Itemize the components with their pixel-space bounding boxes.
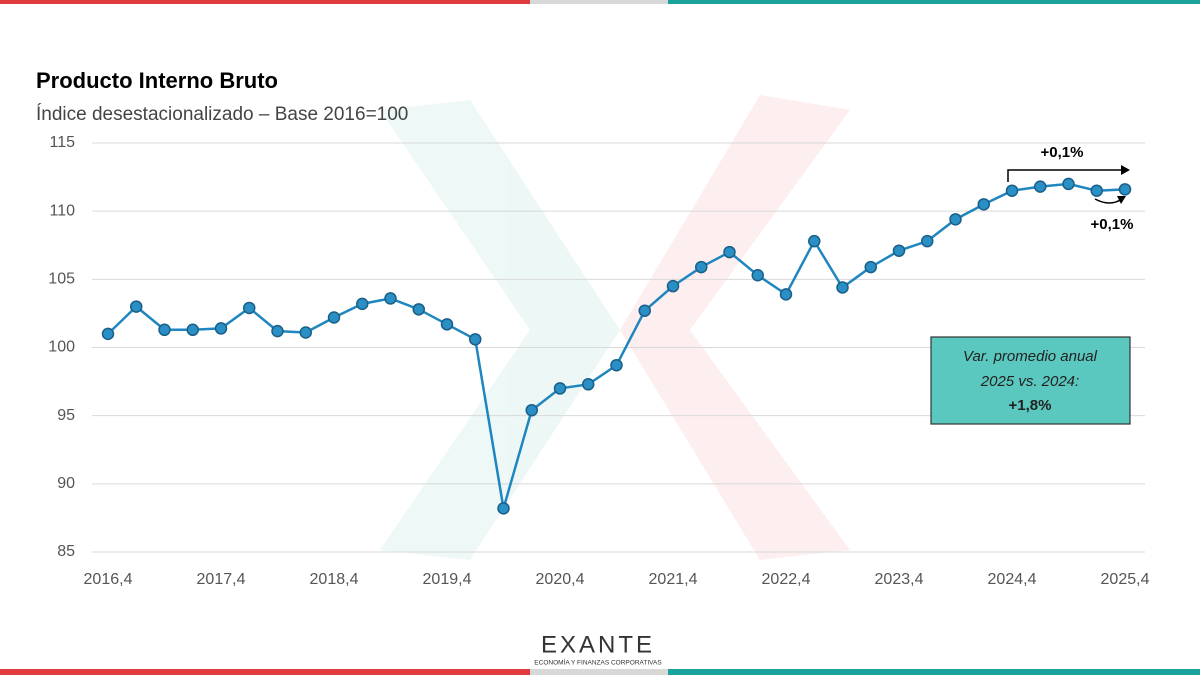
- chart-subtitle: Índice desestacionalizado – Base 2016=10…: [36, 104, 408, 125]
- marker: [921, 234, 934, 248]
- arrow: [1007, 169, 1128, 182]
- annotation: +0,1%: [1041, 144, 1084, 161]
- marker: [101, 327, 115, 341]
- top-bar-teal: [668, 0, 1200, 4]
- marker: [243, 301, 256, 315]
- marker: [949, 213, 962, 226]
- marker: [271, 324, 284, 338]
- top-bar-red: [0, 0, 530, 4]
- marker: [1118, 183, 1132, 196]
- marker: [327, 311, 341, 324]
- bottom-bar-teal: [668, 669, 1200, 675]
- x-tick-label: 2018,4: [310, 571, 359, 588]
- arrow: [1094, 198, 1123, 204]
- y-tick-label: 110: [49, 202, 75, 219]
- x-tick-label: 2024,4: [988, 571, 1037, 588]
- marker: [497, 502, 510, 515]
- arrowhead: [1117, 196, 1126, 204]
- arrowhead: [1121, 165, 1130, 175]
- watermark: [380, 95, 850, 560]
- marker: [299, 326, 312, 339]
- x-tick-label: 2016,4: [84, 571, 133, 588]
- x-tick-label: 2021,4: [649, 571, 698, 588]
- marker: [977, 198, 990, 211]
- marker: [892, 244, 906, 257]
- x-tick-label: 2022,4: [762, 571, 811, 588]
- x-tick-label: 2019,4: [423, 571, 472, 588]
- x-tick-label: 2023,4: [875, 571, 924, 588]
- note-line: 2025 vs. 2024:: [980, 373, 1079, 390]
- note-line: Var. promedio anual: [963, 348, 1098, 365]
- marker: [469, 333, 482, 346]
- marker: [751, 268, 764, 282]
- marker: [130, 300, 143, 313]
- logo-tagline: ECONOMÍA Y FINANZAS CORPORATIVAS: [534, 658, 662, 667]
- x-tick-label: 2017,4: [197, 571, 246, 588]
- marker: [214, 322, 228, 335]
- x-tick-label: 2025,4: [1101, 571, 1150, 588]
- bottom-bar-gray: [530, 669, 668, 675]
- y-tick-label: 105: [48, 271, 75, 288]
- y-tick-label: 100: [48, 339, 75, 356]
- y-tick-label: 85: [57, 543, 75, 560]
- marker: [1005, 184, 1019, 197]
- x-tick-label: 2020,4: [536, 571, 585, 588]
- marker: [723, 245, 736, 259]
- marker: [779, 288, 793, 301]
- y-tick-label: 115: [49, 134, 75, 151]
- logo-name: EXANTE: [541, 631, 655, 658]
- bottom-bar-red: [0, 669, 530, 675]
- marker: [808, 234, 821, 248]
- marker: [1034, 180, 1047, 193]
- marker: [440, 318, 454, 331]
- marker: [666, 279, 680, 293]
- marker: [836, 281, 849, 294]
- note-line: +1,8%: [1009, 397, 1052, 414]
- y-tick-label: 90: [57, 475, 75, 492]
- marker: [1062, 177, 1075, 191]
- marker: [356, 297, 369, 311]
- marker: [553, 382, 567, 395]
- marker: [864, 260, 877, 274]
- marker: [610, 358, 623, 372]
- marker: [638, 304, 651, 317]
- note-box: [930, 336, 1131, 425]
- marker: [384, 292, 397, 305]
- y-tick-label: 95: [57, 407, 75, 424]
- marker: [525, 403, 538, 417]
- marker: [1090, 184, 1103, 197]
- marker: [695, 260, 708, 274]
- chart-title: Producto Interno Bruto: [36, 68, 278, 93]
- marker: [158, 323, 171, 337]
- marker: [582, 378, 595, 391]
- annotation: +0,1%: [1091, 216, 1134, 233]
- top-bar-gray: [530, 0, 668, 4]
- marker: [186, 323, 199, 337]
- marker: [412, 303, 425, 316]
